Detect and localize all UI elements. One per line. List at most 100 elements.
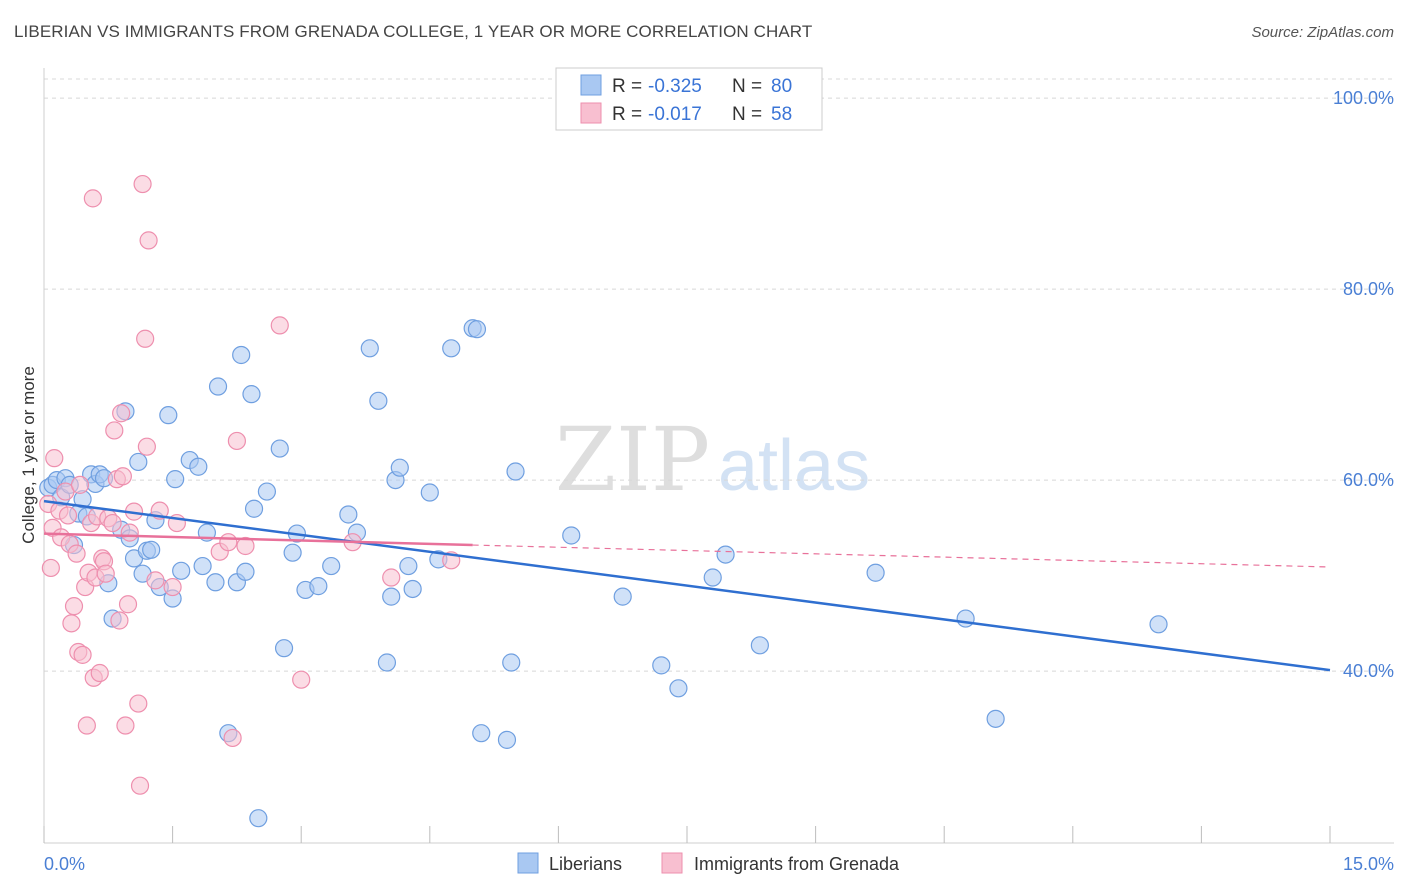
liberians-point — [166, 470, 185, 489]
legend-r-value-1: -0.325 — [648, 76, 702, 97]
liberians-point — [369, 391, 388, 410]
liberians-point — [382, 587, 401, 606]
liberians-point — [244, 499, 264, 518]
grenada-point — [67, 544, 86, 563]
x-tick-max: 15.0% — [1343, 854, 1394, 874]
liberians-point — [652, 656, 671, 675]
liberians-point — [322, 556, 341, 576]
liberians-point — [669, 679, 688, 698]
y-axis-label: College, 1 year or more — [19, 366, 38, 544]
grenada-point — [139, 231, 158, 250]
grenada-point — [292, 670, 311, 689]
grenada-point — [137, 437, 156, 456]
liberians-point — [232, 345, 251, 365]
grenada-point — [236, 536, 255, 556]
y-tick-40: 40.0% — [1343, 661, 1394, 681]
grenada-point — [105, 421, 124, 440]
liberians-point — [986, 709, 1005, 728]
grenada-point — [223, 728, 242, 748]
series-legend: Liberians Immigrants from Grenada — [517, 852, 900, 874]
source-label: Source: ZipAtlas.com — [1251, 24, 1394, 41]
grenada-point — [219, 533, 238, 552]
y-tick-60: 60.0% — [1343, 470, 1394, 490]
liberians-point — [206, 573, 225, 592]
liberians-point — [129, 452, 148, 472]
legend-n-label-1: N = — [732, 76, 762, 97]
watermark-zip: ZIP — [555, 408, 710, 511]
liberians-trend-line — [43, 499, 1331, 672]
liberians-point — [193, 556, 212, 576]
liberians-point — [142, 540, 161, 559]
watermark-atlas: atlas — [718, 426, 870, 506]
liberians-point — [309, 577, 328, 596]
grenada-point — [116, 716, 135, 735]
bottom-legend-liberians: Liberians — [549, 854, 622, 874]
liberians-point — [270, 439, 289, 458]
legend-r-value-2: -0.017 — [648, 104, 702, 125]
liberians-point — [506, 462, 525, 481]
liberians-point — [472, 724, 491, 743]
grenada-point — [41, 558, 60, 578]
bottom-legend-grenada: Immigrants from Grenada — [694, 854, 900, 874]
liberians-point — [208, 377, 228, 396]
grenada-point — [45, 449, 64, 468]
liberians-point — [236, 562, 255, 581]
grenada-point — [70, 475, 90, 494]
legend-r-label-2: R = — [612, 104, 642, 125]
grenada-point — [83, 189, 102, 208]
liberians-point — [562, 526, 581, 545]
grenada-point — [103, 513, 122, 533]
chart-title: LIBERIAN VS IMMIGRANTS FROM GRENADA COLL… — [14, 22, 813, 41]
correlation-legend: R = -0.325 N = 80 R = -0.017 N = 58 — [555, 67, 823, 131]
grenada-point — [133, 174, 152, 194]
bottom-legend-swatch-grenada — [661, 852, 683, 874]
liberians-point — [750, 636, 769, 655]
grenada-point — [113, 467, 132, 486]
legend-r-label-1: R = — [612, 76, 642, 97]
liberians-point — [1149, 615, 1168, 634]
liberians-point — [257, 482, 277, 501]
grenada-point — [64, 597, 84, 616]
liberians-point — [866, 563, 885, 582]
liberians-point — [159, 406, 178, 425]
grenada-point — [112, 404, 131, 423]
grenada-trend-extension — [472, 544, 1331, 568]
grenada-point — [382, 568, 401, 587]
bottom-legend-swatch-liberians — [517, 852, 539, 874]
grenada-point — [136, 329, 155, 348]
grenada-point — [62, 614, 81, 633]
grenada-point — [120, 523, 139, 542]
y-tick-80: 80.0% — [1343, 279, 1394, 299]
liberians-point — [420, 483, 439, 502]
liberians-point — [467, 320, 487, 339]
grenada-point — [96, 564, 115, 583]
liberians-point — [172, 561, 191, 580]
liberians-point — [956, 609, 975, 628]
grenada-point — [58, 506, 78, 525]
liberians-series — [39, 319, 1168, 828]
grenada-point — [163, 577, 182, 597]
liberians-point — [497, 730, 517, 749]
legend-n-label-2: N = — [732, 104, 762, 125]
liberians-point — [703, 568, 722, 587]
liberians-point — [390, 458, 409, 477]
liberians-point — [283, 543, 302, 562]
liberians-point — [189, 457, 208, 476]
grenada-point — [129, 694, 148, 713]
grenada-trend-line — [43, 532, 473, 547]
grenada-point — [118, 595, 138, 614]
grenada-point — [146, 571, 165, 590]
liberians-point — [442, 339, 461, 358]
liberians-point — [399, 556, 418, 576]
axes — [43, 68, 1394, 844]
liberians-point — [403, 579, 422, 599]
trend-lines — [43, 499, 1331, 672]
liberians-point — [339, 505, 358, 524]
liberians-point — [249, 809, 268, 828]
grenada-point — [227, 431, 246, 451]
liberians-point — [716, 545, 735, 564]
legend-n-value-2: 58 — [771, 104, 792, 125]
liberians-point — [377, 653, 397, 672]
liberians-point — [242, 385, 261, 404]
